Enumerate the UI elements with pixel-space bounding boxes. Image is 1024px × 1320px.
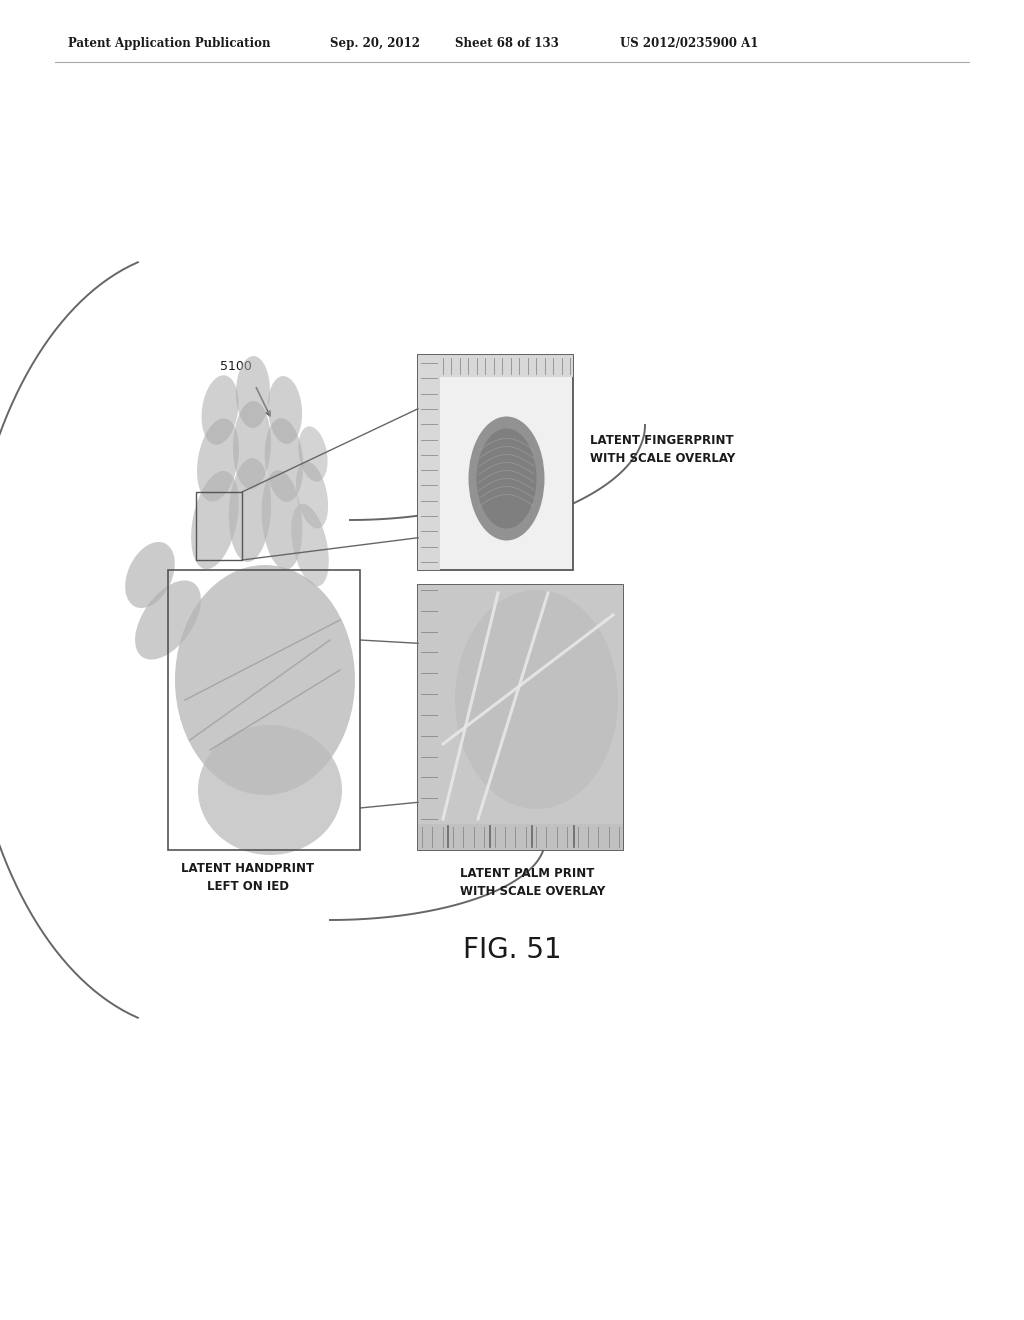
Ellipse shape: [298, 426, 328, 482]
Ellipse shape: [125, 543, 175, 609]
Bar: [418, 824, 623, 850]
Text: LATENT FINGERPRINT
WITH SCALE OVERLAY: LATENT FINGERPRINT WITH SCALE OVERLAY: [590, 434, 735, 466]
Ellipse shape: [191, 471, 239, 569]
Text: LATENT PALM PRINT
WITH SCALE OVERLAY: LATENT PALM PRINT WITH SCALE OVERLAY: [460, 867, 605, 898]
Ellipse shape: [236, 356, 270, 428]
Bar: [418, 585, 440, 824]
Text: Patent Application Publication: Patent Application Publication: [68, 37, 270, 50]
Text: 5100: 5100: [220, 360, 252, 374]
Bar: [196, 492, 242, 560]
Ellipse shape: [268, 376, 302, 444]
Ellipse shape: [296, 462, 328, 528]
Ellipse shape: [135, 581, 201, 660]
Bar: [418, 355, 440, 570]
Bar: [440, 585, 623, 824]
Bar: [418, 355, 573, 570]
Ellipse shape: [455, 590, 618, 809]
Ellipse shape: [476, 429, 537, 528]
Ellipse shape: [469, 417, 545, 540]
Ellipse shape: [232, 401, 271, 488]
Text: LATENT HANDPRINT
LEFT ON IED: LATENT HANDPRINT LEFT ON IED: [181, 862, 314, 894]
Text: US 2012/0235900 A1: US 2012/0235900 A1: [620, 37, 759, 50]
Ellipse shape: [261, 470, 302, 570]
Ellipse shape: [228, 458, 271, 562]
Ellipse shape: [291, 504, 329, 586]
Ellipse shape: [202, 375, 239, 445]
Text: FIG. 51: FIG. 51: [463, 936, 561, 964]
Ellipse shape: [175, 565, 355, 795]
Ellipse shape: [198, 725, 342, 855]
Bar: [418, 355, 573, 378]
Bar: [168, 570, 360, 850]
Bar: [418, 585, 623, 850]
Ellipse shape: [197, 418, 239, 502]
Text: Sheet 68 of 133: Sheet 68 of 133: [455, 37, 559, 50]
Text: Sep. 20, 2012: Sep. 20, 2012: [330, 37, 420, 50]
Ellipse shape: [265, 418, 303, 502]
